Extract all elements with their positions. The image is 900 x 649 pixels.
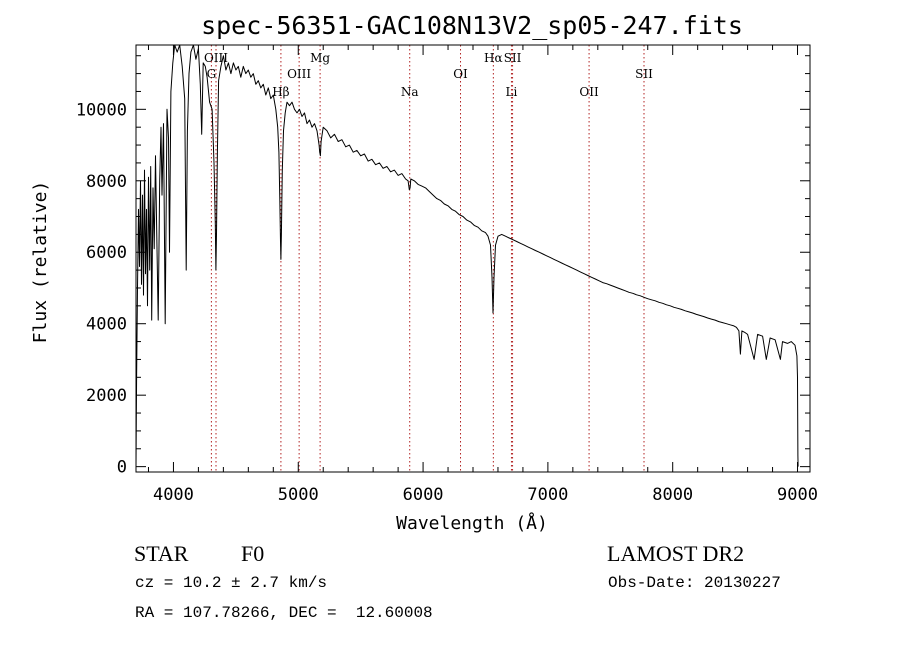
y-tick-label-2000: 2000 <box>86 386 127 406</box>
x-tick-label-8000: 8000 <box>652 485 693 505</box>
object-class: STAR <box>134 541 189 566</box>
y-tick-label-4000: 4000 <box>86 315 127 335</box>
line-label-3: OIII <box>287 67 311 81</box>
spectrum-line-0 <box>135 44 799 467</box>
line-label-7: Hα <box>484 51 503 65</box>
x-tick-label-9000: 9000 <box>777 485 818 505</box>
coordinates: RA = 107.78266, DEC = 12.60008 <box>135 604 433 622</box>
plot-frame <box>135 44 811 473</box>
x-tick-label-4000: 4000 <box>153 485 194 505</box>
spectral-subclass: F0 <box>241 541 265 566</box>
line-label-5: Na <box>401 85 419 99</box>
line-label-9: Li <box>506 85 518 99</box>
line-label-1: G <box>207 67 217 81</box>
x-axis-label: Wavelength (Å) <box>396 512 548 534</box>
line-label-11: SII <box>635 67 653 81</box>
observation-date: Obs-Date: 20130227 <box>608 574 781 592</box>
redshift-cz: cz = 10.2 ± 2.7 km/s <box>135 574 328 592</box>
chart-title: spec-56351-GAC108N13V2_sp05-247.fits <box>201 11 743 40</box>
y-tick-label-0: 0 <box>117 458 127 478</box>
y-axis-label: Flux (relative) <box>30 181 51 344</box>
x-tick-label-7000: 7000 <box>527 485 568 505</box>
line-label-8: SII <box>504 51 522 65</box>
x-tick-label-6000: 6000 <box>403 485 444 505</box>
line-label-2: Hβ <box>272 85 289 99</box>
survey-name: LAMOST DR2 <box>607 541 745 566</box>
line-label-10: OII <box>579 85 599 99</box>
y-tick-label-8000: 8000 <box>86 172 127 192</box>
line-label-6: OI <box>453 67 468 81</box>
x-tick-label-5000: 5000 <box>278 485 319 505</box>
y-tick-label-10000: 10000 <box>76 100 127 120</box>
line-label-4: Mg <box>310 51 330 65</box>
y-tick-label-6000: 6000 <box>86 243 127 263</box>
